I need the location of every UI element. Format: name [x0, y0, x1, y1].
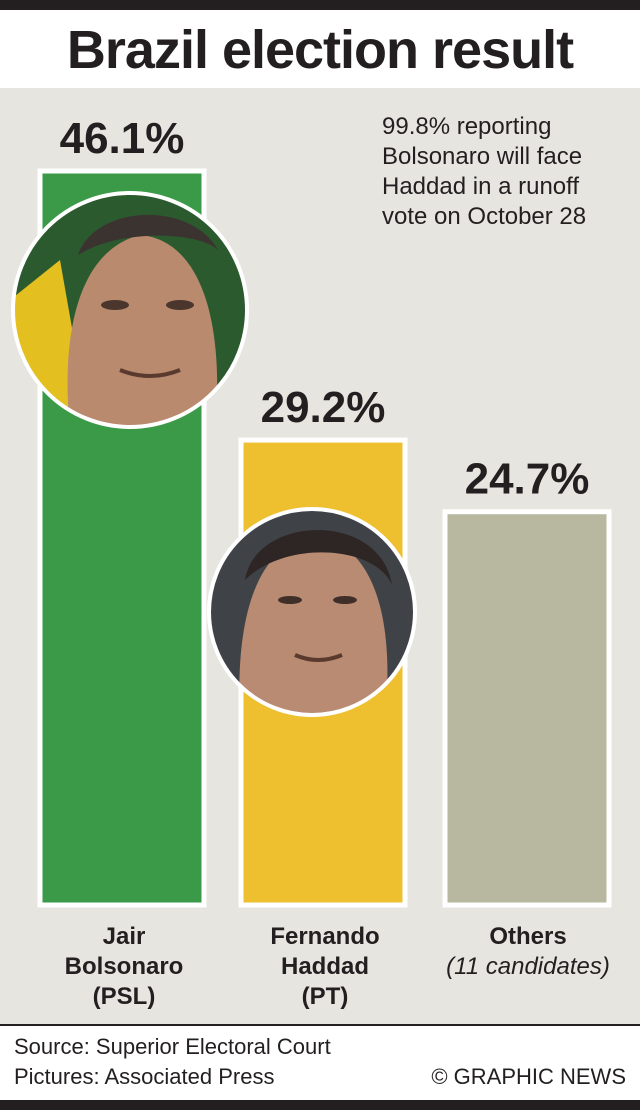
candidate-name-line: Haddad	[280, 953, 369, 980]
bar	[442, 509, 612, 908]
candidate-party: (PSL)	[92, 983, 156, 1010]
bar-value-label: 24.7%	[465, 455, 590, 504]
bolsonaro-photo	[11, 191, 249, 429]
graphic-news-credit: © GRAPHIC NEWS	[431, 1064, 626, 1089]
candidate-label-others: Others (11 candidates)	[428, 922, 628, 982]
candidate-party: (PT)	[301, 983, 349, 1010]
candidate-name-line: Others	[489, 923, 567, 950]
note-line: Bolsonaro will face	[382, 143, 583, 170]
bar-value-label: 29.2%	[261, 383, 386, 432]
note-line: Haddad in a runoff	[382, 173, 580, 200]
haddad-photo	[207, 507, 417, 717]
pictures-line: Pictures: Associated Press	[14, 1064, 275, 1089]
note-line: vote on October 28	[382, 203, 587, 230]
source-line: Source: Superior Electoral Court	[14, 1034, 331, 1059]
candidate-label-bolsonaro: Jair Bolsonaro (PSL)	[24, 922, 224, 1012]
candidate-name-line: Jair	[102, 923, 146, 950]
candidate-label-haddad: Fernando Haddad (PT)	[225, 922, 425, 1012]
source-credits: Source: Superior Electoral Court Picture…	[14, 1032, 331, 1092]
bottom-rule	[0, 1100, 640, 1110]
note-line: 99.8% reporting	[382, 113, 552, 140]
candidate-name-line: Bolsonaro	[64, 953, 184, 980]
candidate-name-line: Fernando	[270, 923, 380, 950]
candidate-subtitle: (11 candidates)	[446, 953, 610, 980]
footer-rule	[0, 1024, 640, 1026]
bar-value-label: 46.1%	[60, 114, 185, 163]
chart-title: Brazil election result	[66, 20, 574, 80]
reporting-note: 99.8% reporting Bolsonaro will face Hadd…	[382, 112, 632, 232]
top-rule	[0, 0, 640, 10]
